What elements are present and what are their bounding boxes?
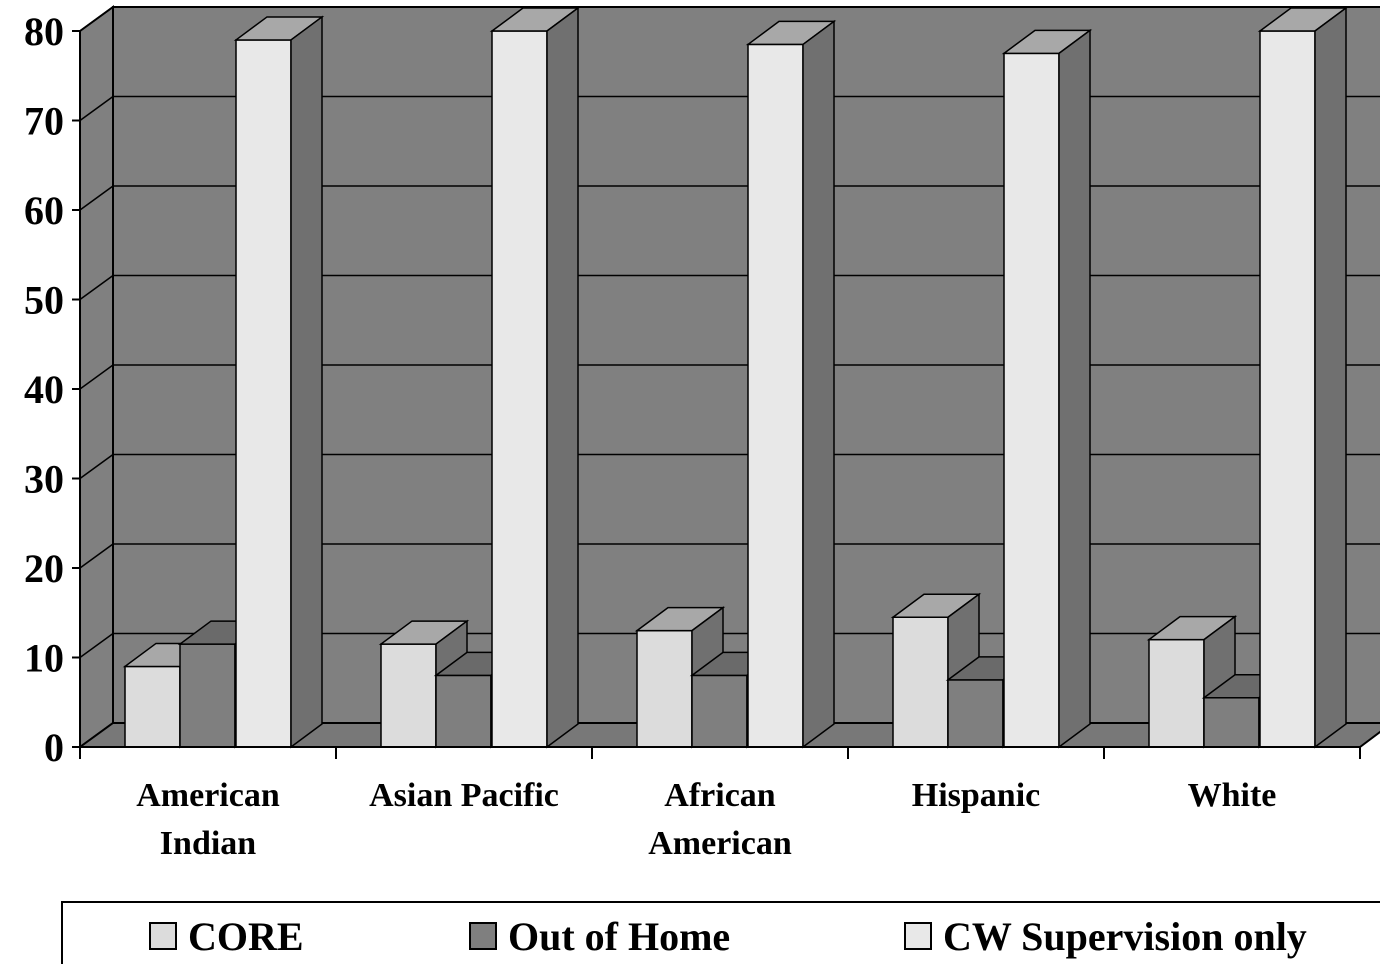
legend-item-cw-supervision-only: CW Supervision only: [904, 914, 1307, 959]
gridline-side: [79, 6, 114, 32]
x-tick-label-line: Indian: [160, 825, 256, 862]
y-tick-label: 50: [24, 278, 64, 323]
legend-swatch: [904, 922, 932, 950]
x-tick-label-line: Asian Pacific: [369, 777, 559, 814]
bar-cw-supervision-only-5: [1257, 6, 1349, 749]
x-tick-label-asian-pacific: Asian Pacific: [369, 777, 559, 814]
y-tick-label: 80: [24, 9, 64, 54]
x-tick-label-african-american: African American: [648, 777, 792, 862]
bar-cw-supervision-only-2: [489, 6, 581, 749]
x-tick-label-line: African: [664, 777, 776, 814]
y-axis-ticks: 0 10 20 30 40 50 60 70 80: [24, 9, 80, 770]
bar-side: [290, 15, 323, 749]
legend-label: Out of Home: [508, 914, 730, 959]
bar-side: [1314, 6, 1347, 749]
y-tick-label: 0: [44, 725, 64, 770]
bar-side: [546, 6, 579, 749]
x-tick-label-american-indian: American Indian: [136, 777, 280, 862]
bar-front: [491, 30, 548, 748]
bar-front: [380, 643, 437, 748]
x-tick-label-line: Hispanic: [912, 777, 1040, 814]
bar-front: [179, 643, 236, 748]
x-tick-label-line: American: [136, 777, 280, 814]
gridline-side: [79, 632, 114, 659]
x-axis-ticks: American Indian Asian Pacific African Americ…: [79, 747, 1361, 862]
y-tick-label: 70: [24, 99, 64, 144]
y-tick-label: 60: [24, 188, 64, 233]
y-tick-label: 20: [24, 546, 64, 591]
bar-front: [892, 616, 949, 748]
bar-side: [802, 19, 835, 749]
x-tick-label-white: White: [1188, 777, 1277, 814]
gridline-side: [79, 185, 114, 211]
x-tick-label-line: American: [648, 825, 792, 862]
legend-swatch: [149, 922, 177, 950]
x-tick-label-hispanic: Hispanic: [912, 777, 1040, 814]
bars: [122, 6, 1349, 749]
bar-side: [1058, 28, 1091, 749]
bar-front: [1148, 638, 1205, 748]
gridline-side: [79, 274, 114, 301]
bar-front: [747, 43, 804, 748]
y-tick-label: 10: [24, 636, 64, 681]
bar-cw-supervision-only-1: [233, 15, 325, 749]
legend-swatch: [469, 922, 497, 950]
legend-label: CW Supervision only: [943, 914, 1307, 959]
bar-front: [1203, 697, 1260, 748]
legend-box: [61, 901, 1380, 964]
bar-front: [691, 674, 748, 748]
y-tick-label: 40: [24, 367, 64, 412]
bar-cw-supervision-only-3: [745, 19, 837, 749]
x-tick-label-line: White: [1188, 777, 1277, 814]
bar-front: [435, 674, 492, 748]
gridline-side: [79, 453, 114, 480]
bar-front: [947, 679, 1004, 748]
bar-front: [124, 665, 181, 748]
legend: CORE Out of Home CW Supervision only: [61, 901, 1380, 964]
legend-item-out-of-home: Out of Home: [469, 914, 730, 959]
legend-item-core: CORE: [149, 914, 304, 959]
gridline-side: [79, 543, 114, 569]
gridline-side: [79, 364, 114, 390]
bar-front: [1003, 52, 1060, 748]
bar-front: [1259, 30, 1316, 748]
bar-cw-supervision-only-4: [1001, 28, 1093, 749]
bar-front: [235, 39, 292, 748]
gridline-side: [79, 95, 114, 122]
y-tick-label: 30: [24, 457, 64, 502]
bar-front: [636, 629, 693, 748]
legend-label: CORE: [188, 914, 304, 959]
